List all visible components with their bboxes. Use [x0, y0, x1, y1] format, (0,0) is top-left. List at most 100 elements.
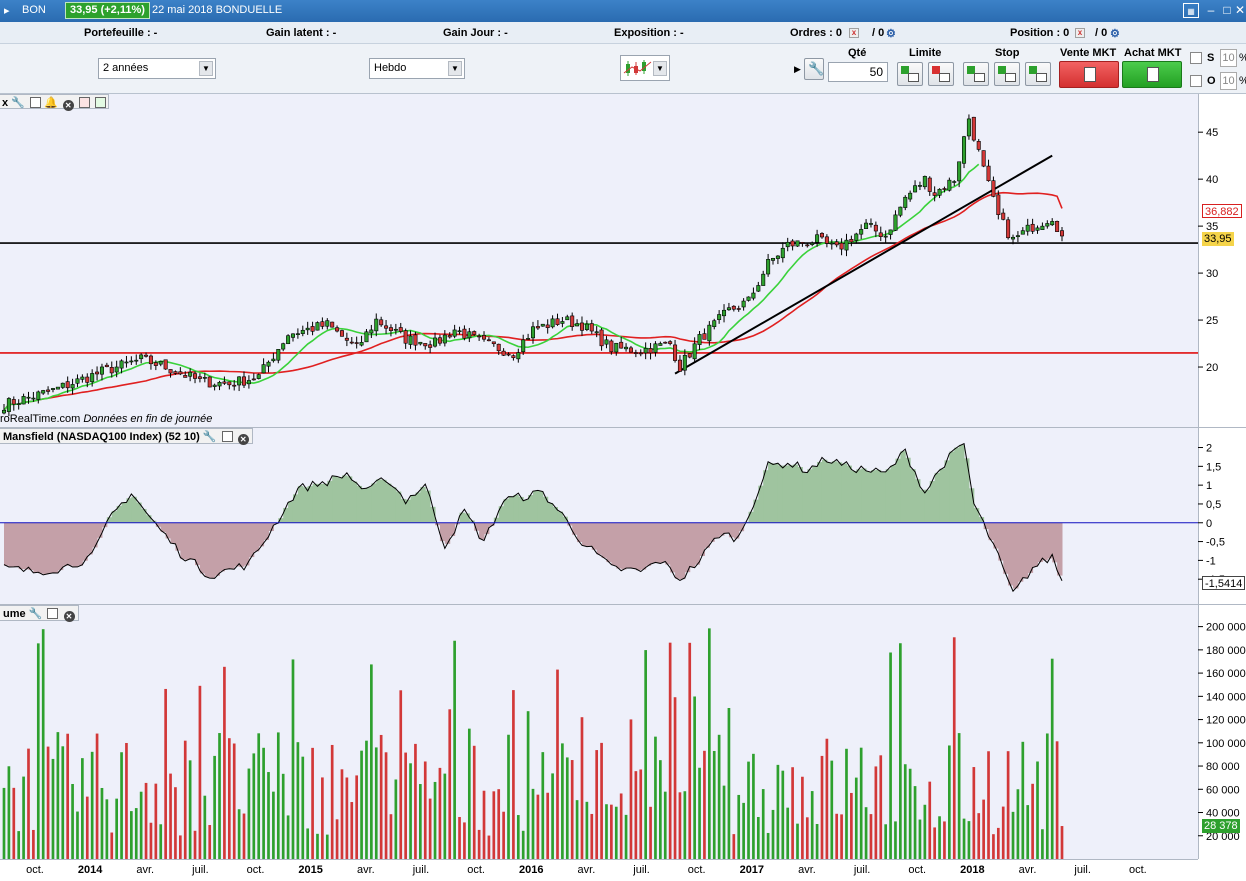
close-icon[interactable]: ✕	[62, 100, 74, 111]
rs-positive-area	[425, 490, 431, 523]
close-icon[interactable]: ✕	[237, 434, 249, 445]
candle-body	[795, 240, 800, 247]
rs-negative-area	[82, 522, 88, 561]
candle-body	[286, 335, 291, 345]
volume-bar	[791, 767, 794, 859]
achat-mkt-button[interactable]	[1122, 61, 1182, 88]
timeframe-select[interactable]: Hebdo ▼	[369, 58, 465, 79]
volume-bar	[12, 787, 16, 859]
candle-body	[95, 371, 100, 375]
rs-positive-area	[959, 444, 965, 523]
rs-negative-area	[1008, 522, 1014, 586]
candle-body	[408, 335, 413, 345]
volume-bar	[36, 643, 40, 859]
volume-bar	[673, 697, 677, 859]
minimize-button[interactable]: –	[1207, 3, 1215, 17]
rs-negative-area	[204, 522, 211, 578]
volume-bar	[472, 745, 476, 859]
o-checkbox[interactable]	[1190, 75, 1202, 87]
period-select[interactable]: 2 années ▼	[98, 58, 216, 79]
buy-icon[interactable]	[94, 97, 106, 108]
o-value-field[interactable]: 10	[1220, 72, 1237, 90]
rs-negative-area	[444, 522, 451, 544]
candle-body	[516, 352, 521, 360]
candle-body	[839, 242, 844, 250]
volume-bar	[742, 802, 745, 859]
stop-trailing-button[interactable]	[1025, 62, 1051, 86]
volume-bar	[619, 793, 623, 859]
expand-arrow-icon[interactable]: ▶	[794, 64, 801, 74]
candle-body	[1030, 223, 1035, 232]
bell-icon[interactable]: 🔔	[44, 97, 58, 109]
s-value-field[interactable]: 10	[1220, 49, 1237, 67]
rs-positive-area	[817, 461, 823, 523]
s-label: S	[1207, 52, 1215, 64]
position-total: / 0	[1095, 27, 1108, 39]
volume-bar	[1006, 751, 1010, 859]
volume-tick-label: 60 000	[1206, 784, 1240, 796]
candle-body	[418, 341, 423, 345]
rs-negative-area	[665, 522, 671, 565]
candle-body	[844, 239, 849, 251]
window-icon[interactable]	[29, 97, 41, 108]
vente-mkt-button[interactable]	[1059, 61, 1119, 88]
volume-bar	[213, 755, 216, 859]
stop-sell-button[interactable]	[994, 62, 1020, 86]
close-button[interactable]: ✕	[1234, 3, 1246, 17]
wrench-icon[interactable]: 🔧	[28, 608, 43, 620]
wrench-icon[interactable]: 🔧	[11, 97, 25, 109]
candle-body	[168, 369, 173, 374]
candle-body	[335, 327, 340, 332]
rs-positive-area	[400, 498, 407, 523]
volume-bar	[272, 791, 275, 859]
settings-wrench-button[interactable]: 🔧	[804, 58, 824, 80]
rs-positive-area	[954, 447, 960, 523]
candle-body	[55, 386, 60, 390]
portefeuille-label: Portefeuille : -	[84, 27, 158, 39]
ordres-x-icon[interactable]: x	[849, 27, 859, 39]
rs-negative-area	[1022, 522, 1029, 578]
volume-bar	[1045, 733, 1049, 859]
close-icon[interactable]: ✕	[63, 611, 75, 622]
sell-icon[interactable]	[78, 97, 90, 108]
candle-body	[697, 334, 702, 345]
window-icon[interactable]	[47, 608, 59, 619]
chart-type-select[interactable]: ▼	[620, 55, 670, 81]
rs-negative-area	[219, 522, 225, 572]
up-arrow-icon	[998, 66, 1006, 74]
volume-bar	[208, 825, 212, 859]
x-axis-month-label: juil.	[1074, 864, 1091, 876]
keyboard-icon[interactable]: ▦	[1183, 3, 1199, 18]
candle-body	[75, 378, 80, 384]
stop-buy-button[interactable]	[963, 62, 989, 86]
wrench-icon[interactable]: 🔧	[202, 431, 217, 443]
volume-bar	[546, 792, 550, 859]
volume-panel[interactable]: 200 000 180 000 160 000 140 000 120 000 100 0…	[0, 604, 1246, 859]
x-axis-month-label: avr.	[356, 864, 375, 876]
rs-positive-area	[792, 464, 798, 523]
rs-plot-area[interactable]	[0, 428, 1198, 604]
rs-negative-area	[714, 522, 720, 539]
s-checkbox[interactable]	[1190, 52, 1202, 64]
volume-bar	[781, 770, 785, 859]
limite-buy-button[interactable]	[897, 62, 923, 86]
maximize-button[interactable]: □	[1223, 3, 1231, 17]
position-gear-icon[interactable]: ⚙	[1110, 28, 1120, 40]
volume-bar	[957, 733, 961, 859]
window-icon[interactable]	[221, 431, 233, 442]
ordres-gear-icon[interactable]: ⚙	[886, 28, 896, 40]
candle-body	[682, 354, 687, 371]
volume-bar	[874, 766, 878, 859]
rs-negative-area	[611, 522, 617, 566]
mansfield-rs-panel[interactable]: 21,510,50-0,5-1-1,5 Mansfield (NASDAQ100…	[0, 427, 1246, 604]
rs-negative-area	[258, 522, 265, 547]
candle-body	[403, 330, 408, 344]
price-chart-panel[interactable]: 45 40 35 30 25 20 x 🔧 🔔 ✕ roRealTime.com Donn…	[0, 94, 1246, 427]
volume-bar	[928, 781, 932, 859]
volume-chart-svg: 200 000 180 000 160 000 140 000 120 000 100 0…	[2, 622, 1246, 859]
candle-body	[325, 320, 330, 327]
quantity-input[interactable]	[828, 62, 888, 82]
position-x-icon[interactable]: x	[1075, 27, 1085, 39]
order-doc-icon	[1036, 73, 1047, 82]
limite-sell-button[interactable]	[928, 62, 954, 86]
